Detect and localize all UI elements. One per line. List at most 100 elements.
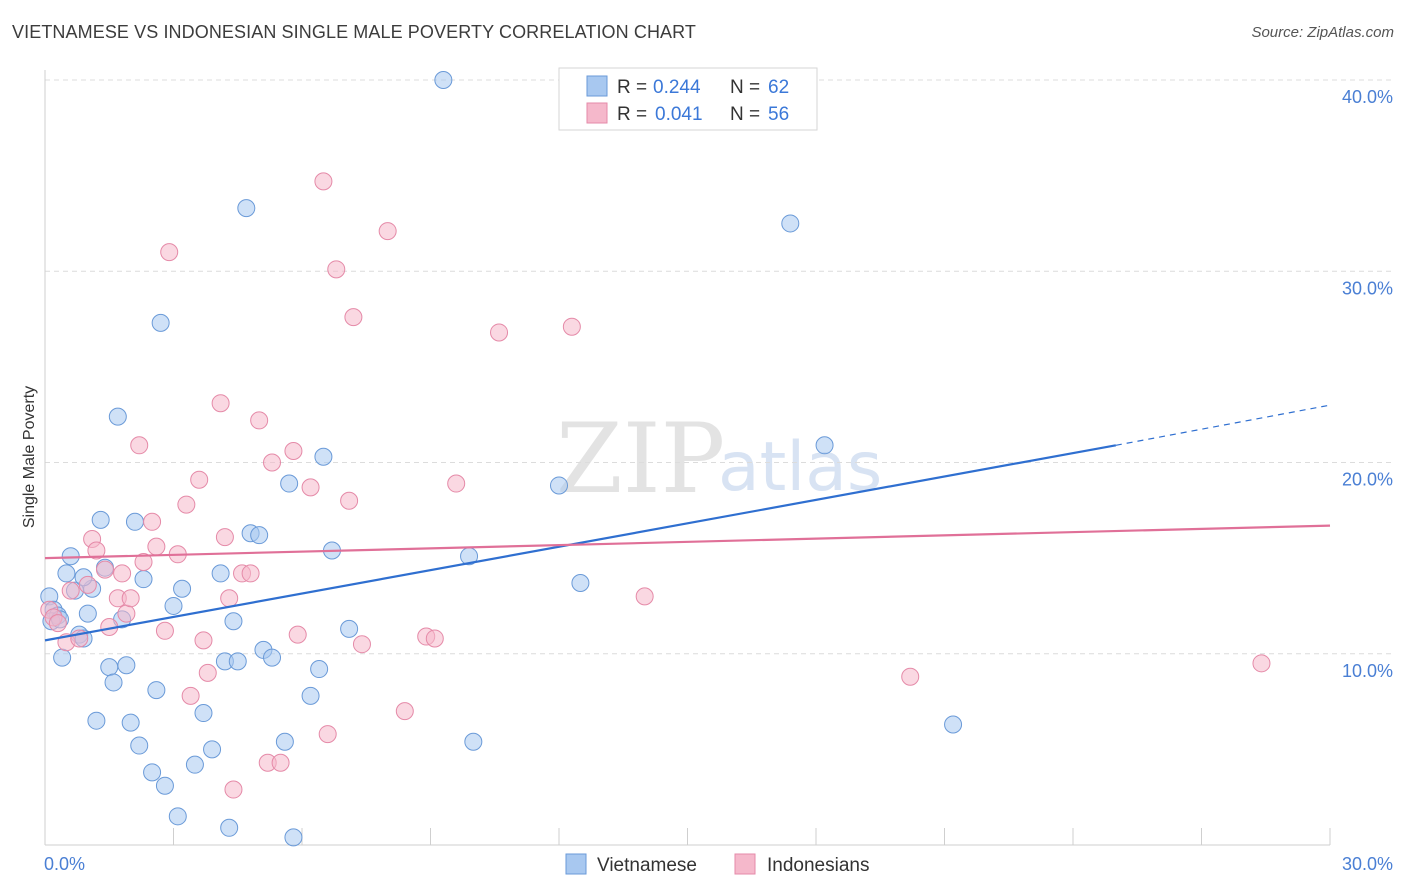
data-point-vietnamese [100,658,119,677]
bottom-legend: Vietnamese Indonesians [565,853,869,876]
data-point-vietnamese [57,564,76,583]
data-point-indonesians [121,589,140,608]
data-point-vietnamese [571,573,590,592]
legend-r-label-1: R = [617,77,647,98]
x-tick-marks [44,828,1331,845]
top-legend: R = 0.244 N = 62 R = 0.041 N = 56 [558,67,818,131]
data-point-vietnamese [130,736,149,755]
x-tick-label: 0.0% [44,854,85,874]
bottom-legend-swatch-vietnamese [565,853,587,875]
data-point-vietnamese [211,564,230,583]
data-point-indonesians [284,442,303,461]
data-point-vietnamese [220,818,239,837]
legend-r-value-2: 0.041 [655,104,703,125]
data-point-vietnamese [203,740,222,759]
data-point-indonesians [181,686,200,705]
data-point-vietnamese [310,660,329,679]
data-point-vietnamese [173,579,192,598]
data-point-indonesians [87,541,106,560]
data-point-indonesians [143,512,162,531]
data-point-indonesians [147,537,166,556]
data-point-indonesians [1252,654,1271,673]
data-point-indonesians [271,753,290,772]
data-point-indonesians [198,663,217,682]
data-point-vietnamese [185,755,204,774]
bottom-legend-swatch-indonesians [734,853,756,875]
data-point-indonesians [344,308,363,327]
data-point-indonesians [327,260,346,279]
data-point-indonesians [220,589,239,608]
data-point-vietnamese [224,612,243,631]
watermark-atlas: atlas [718,428,882,507]
data-point-vietnamese [781,214,800,233]
data-point-indonesians [78,575,97,594]
data-point-indonesians [211,394,230,413]
legend-n-label-2: N = [730,104,760,125]
chart-title: VIETNAMESE VS INDONESIAN SINGLE MALE POV… [12,22,697,42]
data-point-indonesians [562,317,581,336]
data-point-vietnamese [314,447,333,466]
data-point-indonesians [395,702,414,721]
data-point-indonesians [215,528,234,547]
data-point-indonesians [241,564,260,583]
data-point-vietnamese [78,604,97,623]
data-point-vietnamese [164,596,183,615]
data-point-vietnamese [134,570,153,589]
watermark-zip: ZIP [556,403,725,515]
data-point-indonesians [901,667,920,686]
y-tick-label: 20.0% [1342,470,1393,490]
data-point-indonesians [130,436,149,455]
data-point-vietnamese [91,510,110,529]
data-point-vietnamese [263,648,282,667]
data-point-indonesians [314,172,333,191]
data-point-vietnamese [147,681,166,700]
source-credit: Source: ZipAtlas.com [1251,24,1394,41]
data-point-vietnamese [284,828,303,847]
data-point-indonesians [224,780,243,799]
data-point-vietnamese [275,732,294,751]
data-point-vietnamese [301,686,320,705]
data-point-vietnamese [143,763,162,782]
data-point-indonesians [113,564,132,583]
data-point-vietnamese [155,776,174,795]
data-point-vietnamese [550,476,568,495]
data-point-indonesians [378,222,397,241]
data-point-indonesians [490,323,509,342]
data-point-indonesians [340,491,359,510]
data-point-indonesians [61,581,80,600]
data-point-indonesians [194,631,213,650]
data-point-indonesians [155,621,174,640]
data-point-vietnamese [104,673,123,692]
y-tick-label: 30.0% [1342,278,1393,298]
data-point-indonesians [288,625,307,644]
data-point-indonesians [425,629,444,648]
x-tick-label: 30.0% [1342,854,1393,874]
y-tick-label: 10.0% [1342,661,1393,681]
data-point-vietnamese [53,648,72,667]
legend-n-value-2: 56 [768,104,789,125]
data-point-vietnamese [117,656,136,675]
data-point-vietnamese [280,474,299,493]
data-point-indonesians [177,495,196,514]
legend-n-value-1: 62 [768,77,789,98]
data-point-indonesians [318,725,337,744]
legend-swatch-indonesians [586,102,608,124]
bottom-legend-label-vietnamese: Vietnamese [597,855,697,876]
data-point-indonesians [250,411,269,430]
data-points [40,71,1271,847]
data-point-indonesians [117,604,136,623]
data-point-vietnamese [237,199,256,218]
legend-swatch-vietnamese [586,75,608,97]
data-point-vietnamese [87,711,106,730]
data-point-vietnamese [121,713,140,732]
data-point-indonesians [95,560,114,579]
data-point-vietnamese [815,436,834,455]
trend-line-vietnamese [44,444,1117,642]
data-point-indonesians [134,552,153,571]
data-point-indonesians [48,614,67,633]
y-tick-labels: 10.0% 20.0% 30.0% 40.0% [1342,87,1393,681]
data-point-vietnamese [250,526,269,545]
data-point-indonesians [635,587,654,606]
legend-r-label-2: R = [617,104,647,125]
